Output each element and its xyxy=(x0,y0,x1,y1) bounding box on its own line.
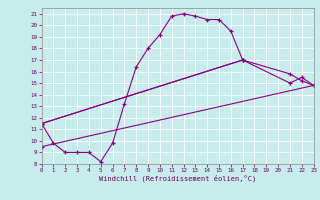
X-axis label: Windchill (Refroidissement éolien,°C): Windchill (Refroidissement éolien,°C) xyxy=(99,175,256,182)
